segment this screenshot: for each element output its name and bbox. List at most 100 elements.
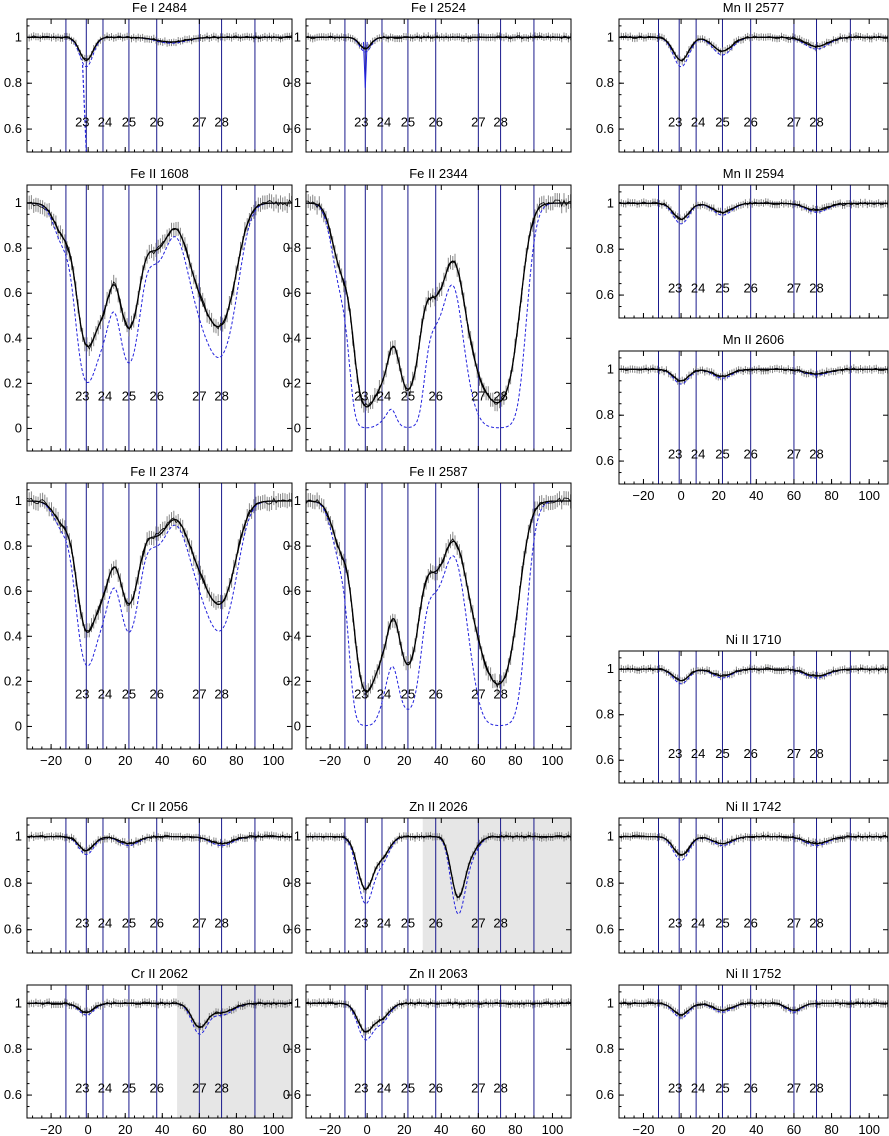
error-bars	[306, 193, 571, 413]
x-tick-label: 80	[824, 488, 838, 503]
component-label: 23	[75, 686, 89, 701]
plot-frame	[305, 184, 572, 452]
dashed-model-line	[306, 500, 571, 727]
x-tick-label: 20	[397, 753, 411, 768]
error-bars	[27, 491, 292, 639]
plot-frame	[26, 984, 293, 1119]
component-label: 25	[401, 1081, 415, 1096]
y-tick-label: 0.8	[4, 1041, 22, 1056]
component-label: 27	[192, 1081, 206, 1096]
component-label: 24	[377, 388, 391, 403]
component-label: 28	[493, 686, 507, 701]
x-tick-label: −20	[319, 753, 341, 768]
data-points	[619, 367, 888, 382]
y-tick-label: 0	[15, 718, 22, 733]
component-label: 26	[428, 388, 442, 403]
x-tick-label: 60	[787, 1122, 801, 1136]
plot-frame	[618, 18, 889, 153]
y-tick-label: 0.6	[283, 121, 301, 136]
y-tick-label: 0.8	[283, 875, 301, 890]
plot-frame	[26, 817, 293, 954]
y-tick-label: 1	[15, 829, 22, 844]
component-label: 26	[428, 686, 442, 701]
component-label: 23	[75, 115, 89, 130]
spectrum	[306, 831, 571, 915]
fit-model-line	[27, 835, 292, 852]
x-tick-label: 60	[192, 1122, 206, 1136]
panel-title: Cr II 2062	[131, 966, 188, 981]
error-bars	[619, 364, 888, 385]
error-bars	[619, 664, 888, 685]
panel-title: Mn II 2577	[723, 0, 784, 15]
component-label: 23	[354, 388, 368, 403]
component-label: 28	[493, 115, 507, 130]
y-tick-label: 0.8	[596, 1041, 614, 1056]
component-label: 25	[715, 447, 729, 462]
panel-title: Fe II 2374	[130, 464, 189, 479]
fit-model-line	[306, 500, 571, 693]
component-label: 23	[668, 115, 682, 130]
x-tick-label: 100	[542, 1122, 564, 1136]
y-tick-label: 0.8	[283, 240, 301, 255]
y-tick-label: 1	[15, 195, 22, 210]
component-label: 27	[787, 1081, 801, 1096]
x-tick-label: −20	[40, 753, 62, 768]
component-label: 28	[214, 1081, 228, 1096]
panel-mn-ii-2577: Mn II 2577 23 24 25 26 27 28 0.6 0.8 1	[596, 0, 889, 153]
x-tick-label: 40	[434, 753, 448, 768]
fit-model-line	[619, 668, 888, 682]
x-tick-label: 100	[858, 1122, 880, 1136]
spectrum	[27, 193, 292, 383]
x-tick-label: 60	[471, 753, 485, 768]
x-tick-label: 80	[508, 753, 522, 768]
y-tick-label: 0	[294, 718, 301, 733]
x-tick-label: 40	[749, 1122, 763, 1136]
component-lines	[65, 985, 256, 1118]
plot-frame	[26, 482, 293, 750]
spectrum	[306, 193, 571, 429]
component-label: 23	[354, 115, 368, 130]
component-label: 27	[471, 1081, 485, 1096]
dashed-model-line	[306, 202, 571, 429]
x-tick-label: −20	[632, 488, 654, 503]
y-tick-label: 0.2	[283, 375, 301, 390]
y-tick-label: 0.6	[283, 285, 301, 300]
x-tick-label: 20	[711, 488, 725, 503]
x-tick-label: 80	[824, 1122, 838, 1136]
component-label: 28	[809, 281, 823, 296]
component-label: 27	[192, 686, 206, 701]
fit-model-line	[306, 202, 571, 408]
component-label: 25	[715, 115, 729, 130]
component-label: 24	[691, 447, 705, 462]
spectrum	[27, 831, 292, 856]
y-tick-label: 0.8	[596, 407, 614, 422]
panel-fe-ii-2374: Fe II 2374 23 24 25 26 27 28 0 0.2 0.4 0.6 0.8 1 −20 0…	[4, 464, 293, 768]
x-tick-label: −20	[319, 1122, 341, 1136]
spectrum	[306, 998, 571, 1041]
component-label: 24	[377, 1081, 391, 1096]
y-tick-label: 1	[607, 995, 614, 1010]
y-tick-label: 0.4	[283, 628, 301, 643]
component-label: 27	[192, 115, 206, 130]
plot-frame	[618, 817, 889, 954]
spectrum	[619, 664, 888, 685]
panel-title: Mn II 2594	[723, 166, 784, 181]
x-tick-label: 20	[711, 1122, 725, 1136]
fit-model-line	[306, 36, 571, 50]
component-label: 25	[122, 388, 136, 403]
component-label: 28	[493, 915, 507, 930]
y-tick-label: 0.8	[4, 875, 22, 890]
dashed-model-spike	[362, 41, 368, 88]
component-label: 24	[691, 281, 705, 296]
spectrum	[619, 998, 888, 1020]
component-label: 28	[809, 1081, 823, 1096]
y-tick-label: 0.6	[596, 121, 614, 136]
component-label: 24	[98, 915, 112, 930]
component-label: 28	[493, 1081, 507, 1096]
dashed-model-line	[619, 36, 888, 68]
component-label: 27	[192, 388, 206, 403]
component-label: 25	[715, 281, 729, 296]
component-label: 24	[98, 1081, 112, 1096]
y-tick-label: 0.4	[4, 628, 22, 643]
component-label: 23	[75, 1081, 89, 1096]
